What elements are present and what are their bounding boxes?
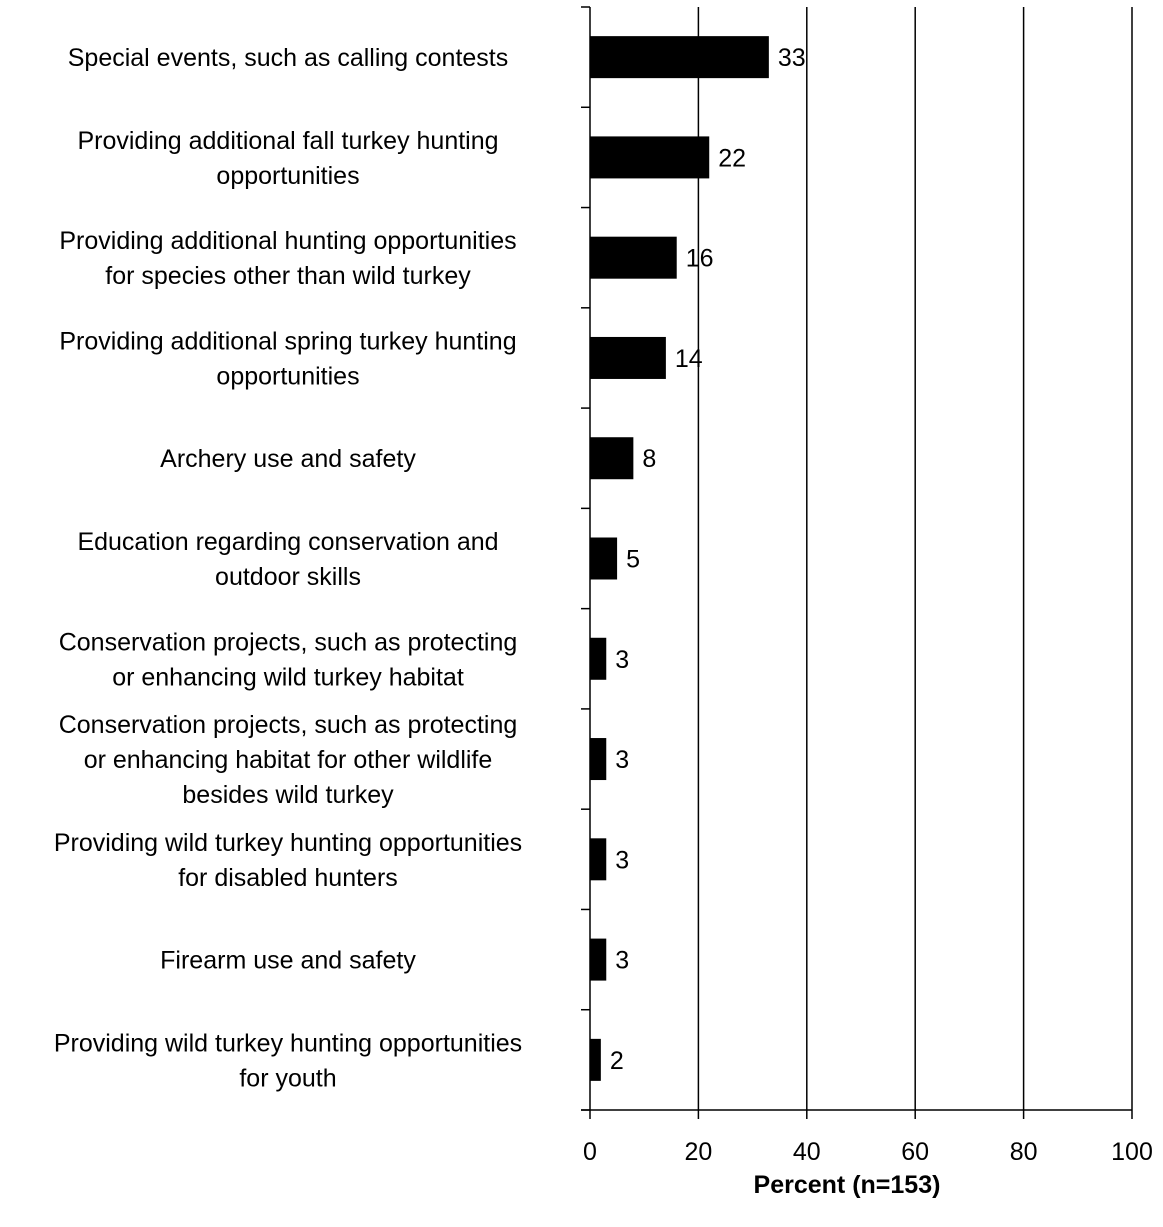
- category-label-line: Providing additional hunting opportuniti…: [59, 227, 516, 255]
- category-label-line: or enhancing habitat for other wildlife: [84, 746, 493, 774]
- bar: [590, 738, 607, 781]
- category-label: Providing additional hunting opportuniti…: [59, 227, 516, 290]
- category-label: Firearm use and safety: [160, 947, 416, 975]
- category-label: Providing wild turkey hunting opportunit…: [54, 829, 522, 892]
- category-label: Providing additional fall turkey hunting…: [77, 127, 498, 190]
- bar: [590, 36, 769, 79]
- category-label-line: Archery use and safety: [160, 445, 416, 473]
- bar: [590, 537, 618, 580]
- x-axis-title: Percent (n=153): [754, 1171, 941, 1199]
- category-label: Archery use and safety: [160, 445, 416, 473]
- category-label: Conservation projects, such as protectin…: [59, 711, 518, 809]
- data-label: 3: [615, 947, 629, 975]
- category-label-line: Firearm use and safety: [160, 947, 416, 975]
- x-tick-label: 100: [1111, 1138, 1153, 1166]
- x-tick-label: 40: [793, 1138, 821, 1166]
- category-label: Special events, such as calling contests: [68, 44, 509, 72]
- bar: [590, 938, 607, 981]
- data-label: 14: [675, 345, 703, 373]
- category-label-line: for youth: [239, 1064, 336, 1092]
- x-tick-label: 0: [583, 1138, 597, 1166]
- bar: [590, 1038, 601, 1081]
- category-label: Providing additional spring turkey hunti…: [59, 327, 516, 390]
- x-tick-labels: 0 20 40 60 80 100: [583, 1138, 1153, 1166]
- x-tick-label: 20: [684, 1138, 712, 1166]
- data-label: 33: [778, 44, 806, 72]
- category-label-line: Conservation projects, such as protectin…: [59, 628, 518, 656]
- category-label-line: Education regarding conservation and: [77, 528, 498, 556]
- category-label-line: Conservation projects, such as protectin…: [59, 711, 518, 739]
- category-label-line: outdoor skills: [215, 563, 361, 591]
- data-label: 3: [615, 746, 629, 774]
- category-label-line: Providing additional fall turkey hunting: [77, 127, 498, 155]
- x-tick-label: 80: [1010, 1138, 1038, 1166]
- bar: [590, 437, 634, 480]
- bars: [590, 36, 769, 1081]
- data-label: 22: [718, 144, 746, 172]
- data-label: 3: [615, 646, 629, 674]
- bar: [590, 637, 607, 680]
- data-label: 2: [610, 1047, 624, 1075]
- data-label: 3: [615, 846, 629, 874]
- category-label: Education regarding conservation and outd…: [77, 528, 498, 591]
- bar: [590, 136, 710, 179]
- gridlines: [697, 7, 1133, 1110]
- category-labels: Special events, such as calling contests…: [54, 44, 522, 1092]
- data-label: 16: [686, 245, 714, 273]
- x-tick-label: 60: [901, 1138, 929, 1166]
- bar: [590, 236, 677, 279]
- category-label-line: for disabled hunters: [178, 864, 398, 892]
- category-label-line: Providing wild turkey hunting opportunit…: [54, 1029, 522, 1057]
- category-label: Providing wild turkey hunting opportunit…: [54, 1029, 522, 1092]
- category-label: Conservation projects, such as protectin…: [59, 628, 518, 691]
- category-label-line: opportunities: [216, 162, 359, 190]
- data-label: 5: [626, 546, 640, 574]
- bar: [590, 838, 607, 881]
- category-label-line: Special events, such as calling contests: [68, 44, 509, 72]
- data-label: 8: [642, 445, 656, 473]
- axes: [581, 6, 1133, 1119]
- category-label-line: opportunities: [216, 362, 359, 390]
- category-label-line: for species other than wild turkey: [105, 262, 471, 290]
- category-label-line: Providing additional spring turkey hunti…: [59, 327, 516, 355]
- category-label-line: besides wild turkey: [182, 781, 394, 809]
- category-label-line: or enhancing wild turkey habitat: [112, 663, 464, 691]
- category-label-line: Providing wild turkey hunting opportunit…: [54, 829, 522, 857]
- bar: [590, 336, 666, 379]
